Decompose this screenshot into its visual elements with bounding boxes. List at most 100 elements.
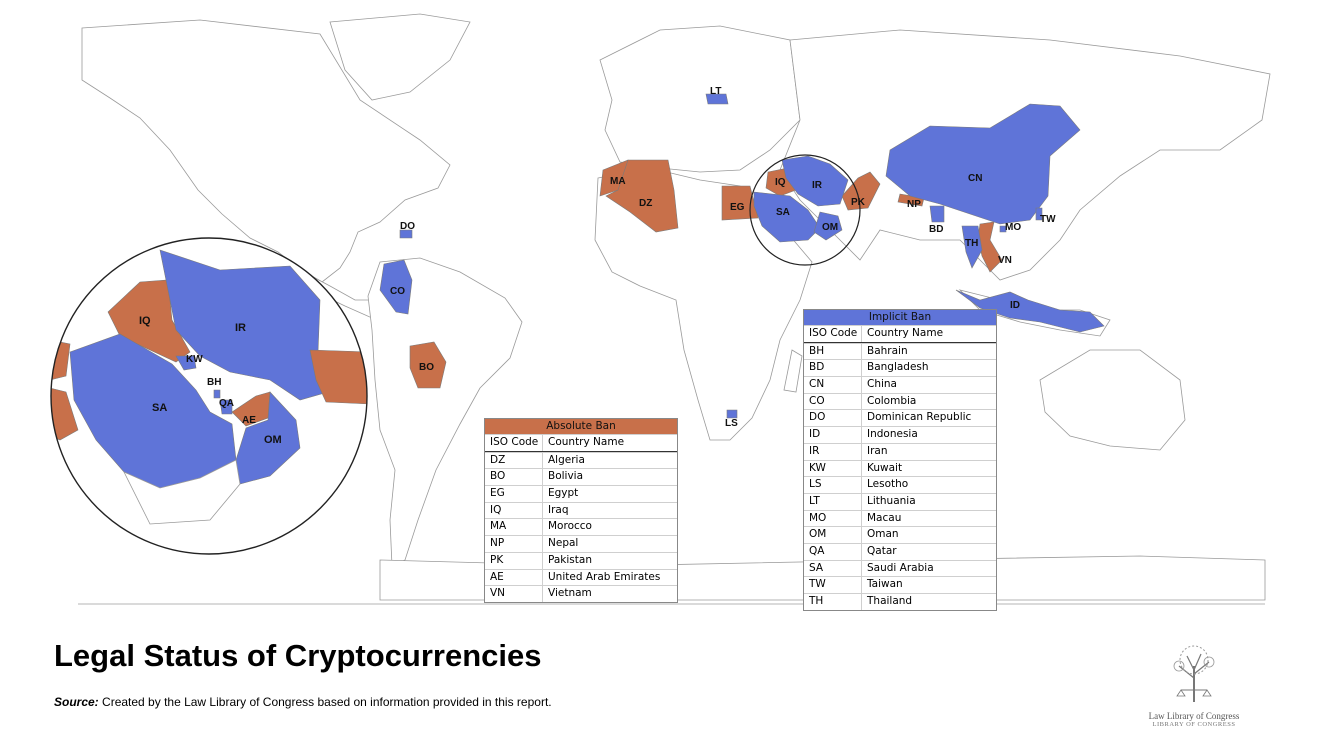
country-name: Nepal [548, 537, 579, 550]
tree-icon [1173, 645, 1215, 702]
country-bolivia [409, 341, 447, 389]
label-CO: CO [390, 286, 405, 297]
inset-country-egypt-edge [51, 387, 79, 441]
iso-code: EG [485, 486, 543, 502]
implicit-ban-title: Implicit Ban [804, 310, 996, 325]
inset-label-OM: OM [264, 434, 282, 446]
country-egypt [721, 185, 759, 221]
source-text: Created by the Law Library of Congress b… [102, 695, 552, 709]
implicit-ban-row: TW Taiwan [804, 576, 996, 593]
inset-label-SA: SA [152, 402, 167, 414]
absolute-ban-row: MA Morocco [485, 518, 677, 536]
page-title: Legal Status of Cryptocurrencies [54, 638, 542, 673]
iso-code: IR [804, 443, 862, 460]
logo-sub: LIBRARY OF CONGRESS [1152, 721, 1236, 728]
iso-code: IQ [485, 502, 543, 519]
inset-label-BH: BH [207, 377, 221, 388]
implicit-ban-row: SA Saudi Arabia [804, 559, 996, 577]
iso-code: LS [804, 477, 862, 493]
source-note: Source: Created by the Law Library of Co… [54, 695, 552, 709]
label-MO: MO [1005, 222, 1021, 233]
country-name: Taiwan [867, 578, 903, 591]
label-BO: BO [419, 362, 434, 373]
country-name: United Arab Emirates [548, 570, 661, 583]
absolute-ban-header-row: ISO Code Country Name [485, 434, 677, 452]
iso-code: TH [804, 594, 862, 610]
inset-country-qatar [219, 399, 233, 415]
country-name: Bolivia [548, 470, 584, 483]
inset-label-AE: AE [242, 415, 256, 426]
country-lithuania [705, 93, 729, 105]
iso-code: DZ [485, 452, 543, 469]
country-name: Pakistan [548, 553, 592, 566]
absolute-ban-row: EG Egypt [485, 485, 677, 502]
label-PK: PK [851, 197, 866, 208]
label-TW: TW [1040, 214, 1056, 225]
australia-shape [1039, 349, 1186, 451]
inset-country-iran [159, 249, 329, 401]
label-LT: LT [710, 86, 721, 97]
inset-label-QA: QA [219, 398, 234, 409]
label-NP: NP [907, 199, 921, 210]
iso-code: OM [804, 527, 862, 543]
library-logo: Law Library of Congress LIBRARY OF CONGR… [1138, 644, 1250, 728]
country-name: Lithuania [867, 494, 916, 507]
absolute-ban-row: BO Bolivia [485, 468, 677, 486]
implicit-ban-table: Implicit Ban ISO Code Country Name BH Bah… [803, 309, 997, 611]
south-america-shape [367, 257, 523, 567]
iso-code: CO [804, 393, 862, 410]
inset-label-IQ: IQ [139, 315, 151, 327]
country-name: Colombia [867, 394, 917, 407]
label-MA: MA [610, 176, 626, 187]
implicit-ban-row: MO Macau [804, 509, 996, 527]
country-name: Dominican Republic [867, 411, 972, 424]
country-name: Kuwait [867, 461, 903, 474]
country-pakistan [841, 171, 881, 211]
label-BD: BD [929, 224, 943, 235]
absolute-ban-title: Absolute Ban [485, 419, 677, 434]
implicit-ban-row: QA Qatar [804, 542, 996, 560]
country-name: Oman [867, 528, 899, 541]
absolute-ban-row: AE United Arab Emirates [485, 568, 677, 586]
country-oman [813, 211, 843, 241]
madagascar-shape [783, 349, 803, 393]
implicit-ban-row: KW Kuwait [804, 459, 996, 477]
source-label: Source: [54, 695, 99, 709]
label-TH: TH [965, 238, 978, 249]
inset-country-kuwait [175, 355, 197, 371]
implicit-ban-row: DO Dominican Republic [804, 409, 996, 427]
greenland-shape [329, 13, 471, 101]
implicit-ban-col-name: Country Name [867, 327, 944, 339]
country-indonesia [955, 289, 1105, 333]
inset-map: IQ IR KW BH QA SA AE OM [50, 237, 368, 555]
label-VN: VN [998, 255, 1012, 266]
country-name: Saudi Arabia [867, 561, 934, 574]
country-name: Iraq [548, 503, 569, 516]
country-macau [999, 225, 1007, 233]
inset-label-IR: IR [235, 322, 246, 334]
label-IQ: IQ [775, 177, 786, 188]
absolute-ban-row: IQ Iraq [485, 501, 677, 519]
inset-country-yemen [123, 459, 241, 525]
country-name: Morocco [548, 520, 592, 533]
implicit-ban-row: BH Bahrain [804, 342, 996, 360]
iso-code: NP [485, 536, 543, 552]
absolute-ban-col-code: ISO Code [485, 435, 543, 451]
implicit-ban-row: TH Thailand [804, 593, 996, 610]
iso-code: TW [804, 577, 862, 593]
region-highlight-circle [749, 154, 861, 266]
country-name: Indonesia [867, 428, 918, 441]
implicit-ban-row: CO Colombia [804, 392, 996, 410]
iso-code: BH [804, 343, 862, 360]
absolute-ban-row: VN Vietnam [485, 585, 677, 602]
absolute-ban-table: Absolute Ban ISO Code Country Name DZ Alg… [484, 418, 678, 603]
iso-code: CN [804, 377, 862, 393]
iso-code: DO [804, 410, 862, 427]
label-DO: DO [400, 221, 415, 232]
inset-circle [50, 237, 368, 555]
country-name: Lesotho [867, 478, 909, 491]
north-america-shape [81, 19, 451, 283]
country-iran [781, 155, 849, 207]
country-name: Iran [867, 444, 888, 457]
